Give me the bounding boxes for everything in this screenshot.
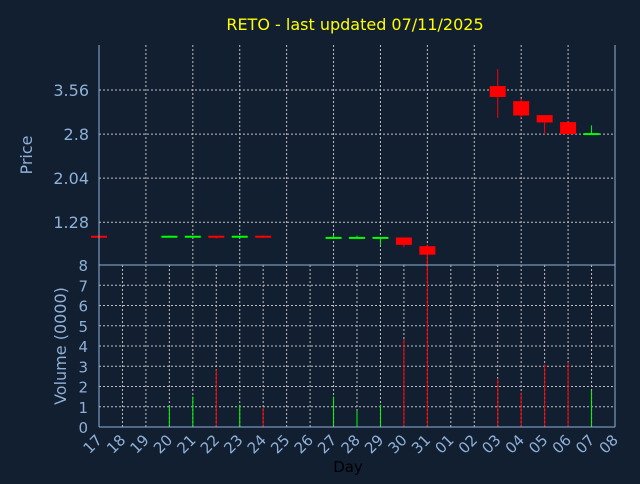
x-tick-label: 02: [455, 431, 481, 457]
candle-body: [536, 115, 553, 123]
price-tick-label: 3.56: [53, 81, 89, 100]
candle-body: [372, 236, 389, 239]
y-axis-label: Price: [17, 135, 36, 174]
x-tick-label: 05: [525, 431, 551, 457]
chart-title: RETO - last updated 07/11/2025: [226, 15, 483, 34]
candle-body: [208, 235, 225, 238]
candle-body: [161, 235, 178, 238]
price-tick-label: 2.04: [53, 169, 89, 188]
volume-tick-label: 8: [78, 257, 88, 275]
volume-tick-label: 3: [78, 358, 88, 376]
x-tick-label: 07: [572, 431, 598, 457]
x-tick-label: 06: [549, 431, 575, 457]
x-tick-label: 29: [361, 431, 387, 457]
candle-body: [255, 235, 272, 238]
candle-body: [395, 237, 412, 245]
volume-tick-label: 1: [78, 399, 88, 417]
x-tick-label: 21: [173, 431, 199, 457]
x-tick-label: 04: [502, 431, 528, 457]
x-tick-label: 31: [408, 431, 434, 457]
candle-body: [513, 101, 530, 116]
x-tick-label: 28: [338, 431, 364, 457]
x-tick-label: 23: [220, 431, 246, 457]
candle-body: [349, 236, 365, 239]
x-axis-label: Day: [333, 458, 363, 476]
x-tick-label: 30: [385, 431, 411, 457]
volume-tick-label: 2: [78, 379, 88, 397]
x-tick-label: 22: [197, 431, 223, 457]
x-tick-label: 27: [314, 431, 340, 457]
x-tick-label: 25: [267, 431, 293, 457]
candle-body: [184, 235, 201, 238]
candle-body: [325, 236, 342, 239]
volume-tick-label: 4: [78, 338, 88, 356]
candle-body: [231, 235, 248, 238]
price-tick-label: 2.8: [64, 125, 89, 144]
volume-tick-label: 0: [78, 419, 88, 437]
price-tick-label: 1.28: [53, 213, 89, 232]
candle-body: [489, 86, 506, 97]
x-tick-label: 03: [478, 431, 504, 457]
volume-tick-label: 5: [78, 318, 88, 336]
volume-axis-label: Volume (0000): [51, 287, 70, 405]
x-tick-label: 19: [127, 431, 153, 457]
x-tick-label: 18: [103, 431, 129, 457]
candle-body: [583, 133, 600, 136]
x-tick-label: 26: [291, 431, 317, 457]
candle-body: [560, 122, 577, 135]
volume-tick-label: 7: [78, 277, 88, 295]
x-tick-label: 08: [596, 431, 622, 457]
x-tick-label: 01: [431, 431, 457, 457]
x-tick-label: 24: [244, 431, 270, 457]
volume-tick-label: 6: [78, 298, 88, 316]
x-tick-label: 20: [150, 431, 176, 457]
